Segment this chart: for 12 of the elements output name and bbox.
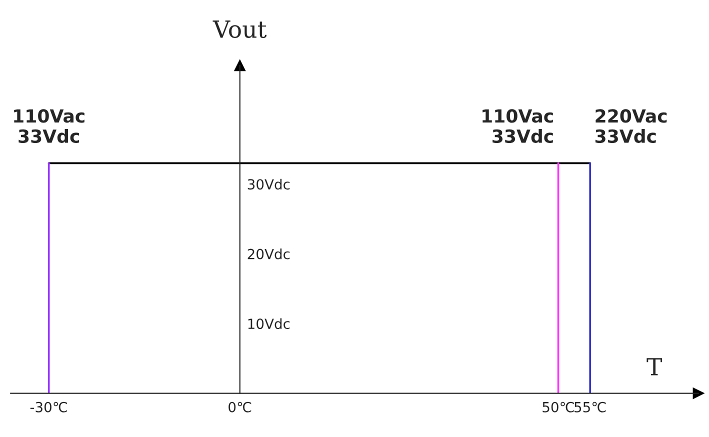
y-tick-label: 20Vdc bbox=[248, 248, 290, 260]
annotation: 110Vac 33Vdc bbox=[14, 109, 84, 144]
x-tick-label: 50℃ bbox=[542, 402, 574, 412]
x-axis-title: T bbox=[646, 358, 662, 376]
x-tick-label: 0℃ bbox=[228, 402, 252, 412]
annotation: 110Vac 33Vdc bbox=[482, 109, 553, 144]
x-tick-label: -30℃ bbox=[30, 402, 68, 412]
x-tick-label: 55℃ bbox=[574, 402, 606, 412]
y-tick-label: 30Vdc bbox=[248, 178, 290, 190]
annotation: 220Vac 33Vdc bbox=[595, 109, 667, 144]
y-tick-label: 10Vdc bbox=[248, 318, 290, 330]
y-axis-title: Vout bbox=[212, 20, 267, 38]
